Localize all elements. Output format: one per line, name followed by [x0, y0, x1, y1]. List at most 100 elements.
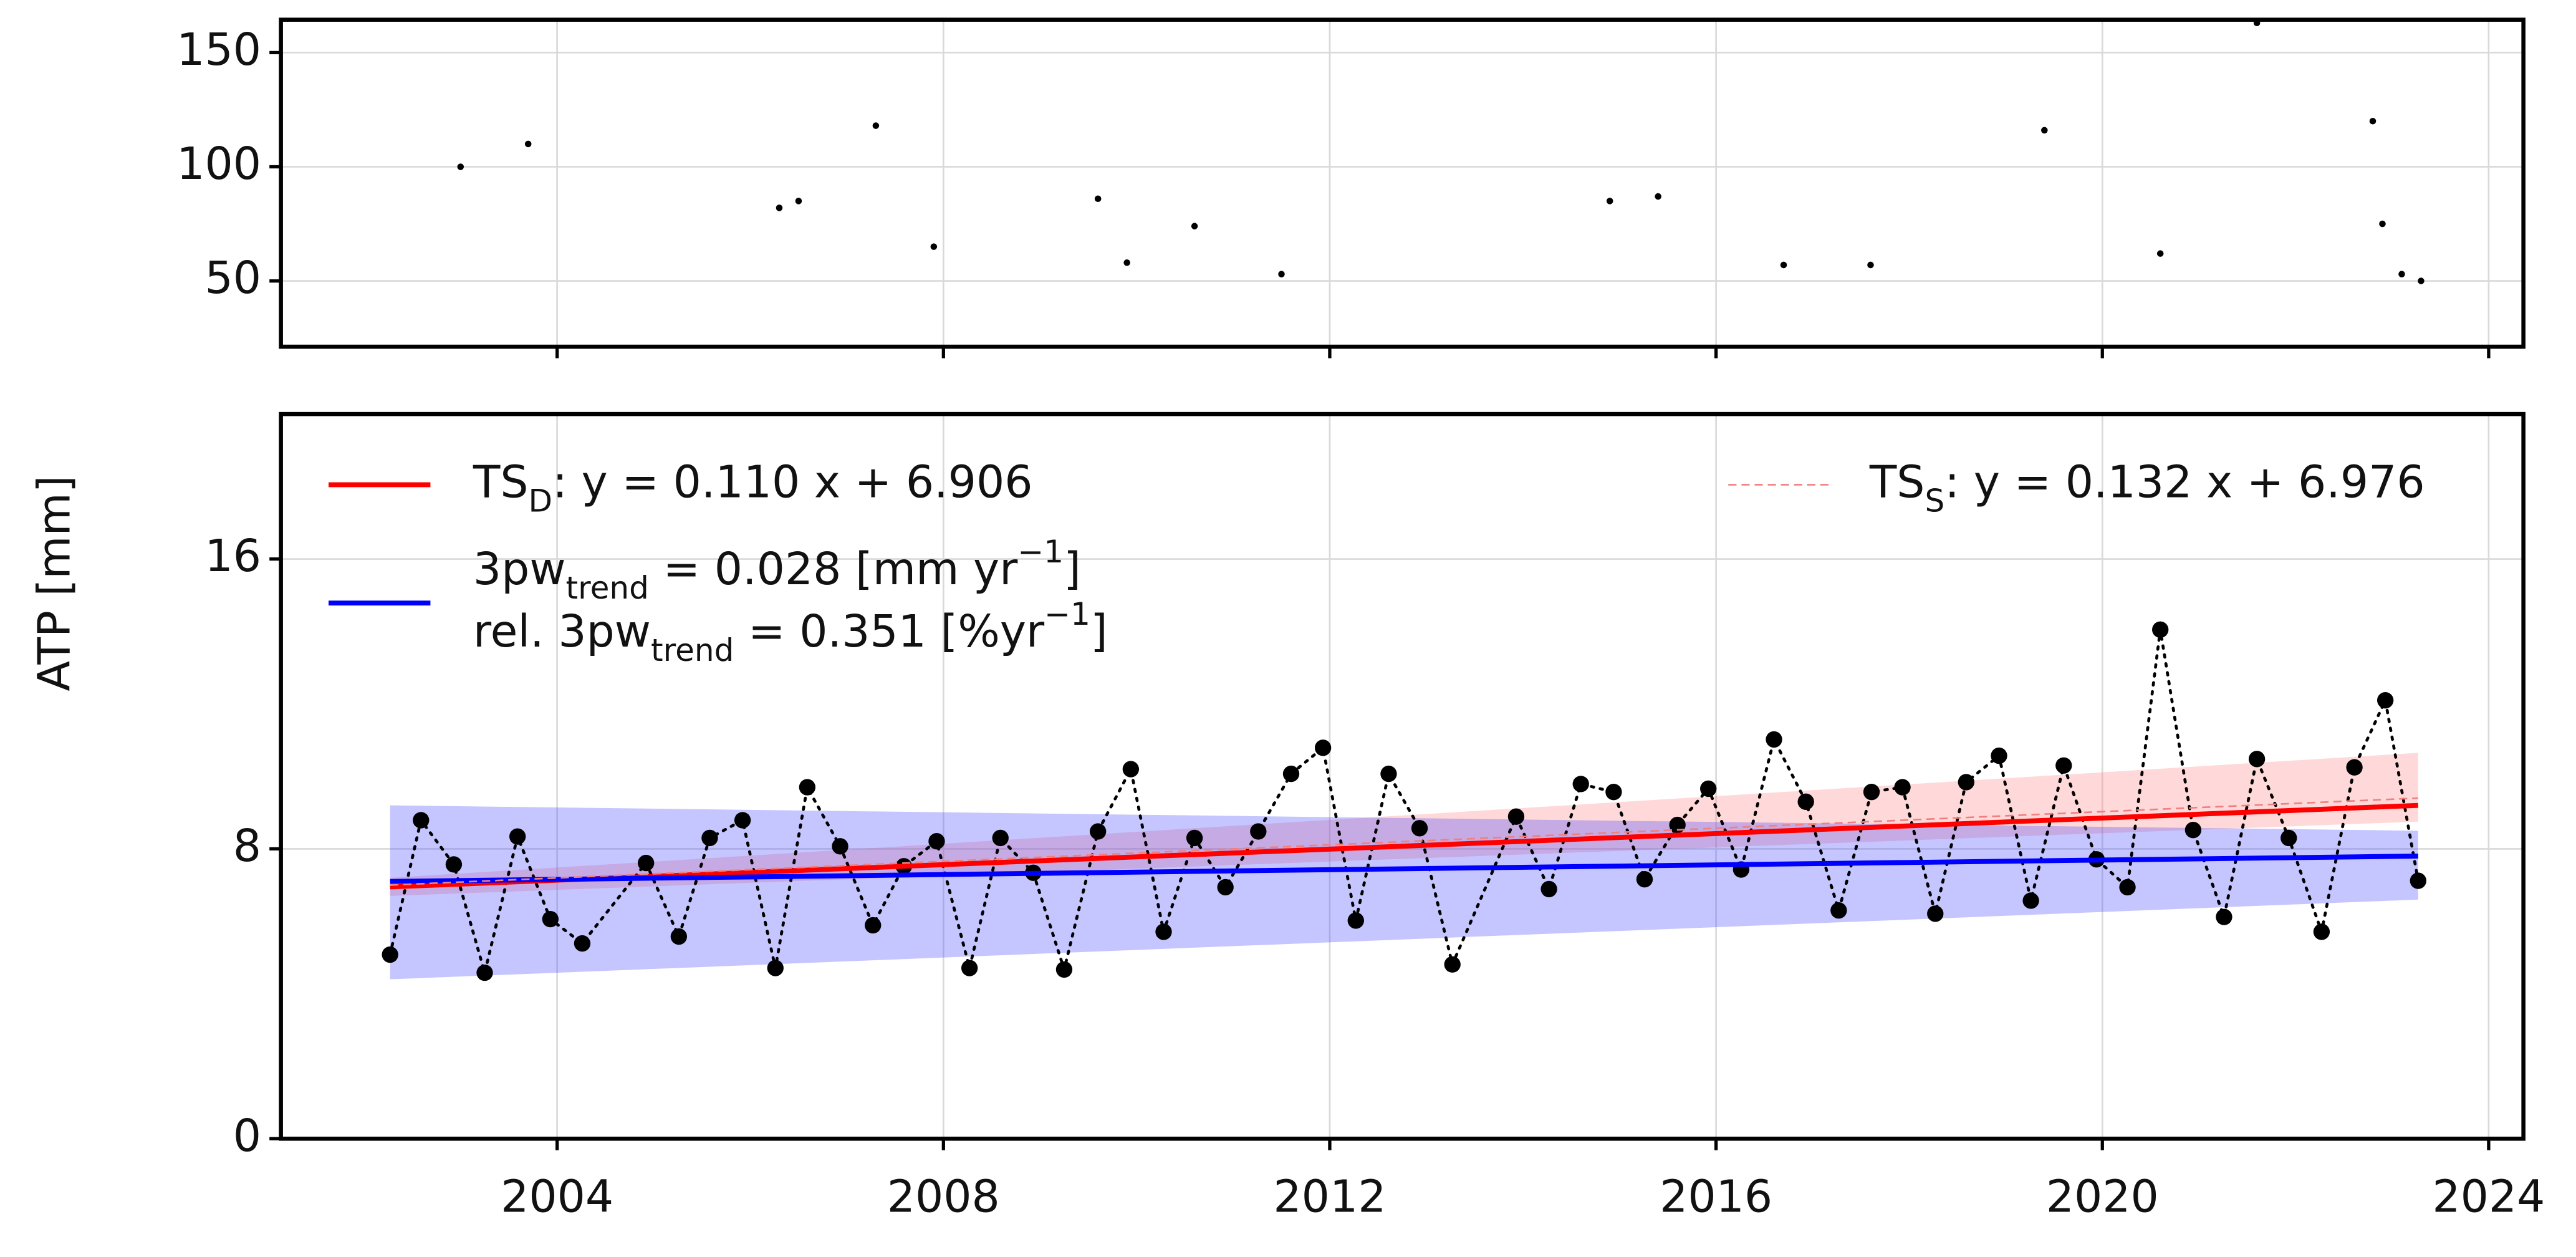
x-tick-label: 2024	[2432, 1170, 2545, 1222]
marker	[2280, 829, 2297, 847]
series-line	[390, 802, 2418, 890]
point	[1094, 195, 1102, 203]
marker	[832, 838, 848, 855]
y-tick-label: 150	[176, 24, 261, 75]
marker	[767, 960, 784, 976]
y-axis-label: ATP [mm]	[29, 475, 80, 691]
marker	[382, 946, 398, 963]
legend-text: = 0.028 [mm yr	[649, 543, 1018, 595]
legend-label: TSD: y = 0.110 x + 6.906	[473, 456, 1033, 519]
legend-text: : y = 0.110 x + 6.906	[552, 456, 1032, 508]
marker	[638, 854, 655, 872]
point	[524, 140, 532, 148]
y-tick-label: 8	[233, 820, 261, 872]
legend-text: = 0.351 [%yr	[734, 605, 1045, 657]
marker	[1605, 783, 1622, 801]
marker	[1958, 774, 1975, 791]
legend-label: TSS: y = 0.132 x + 6.976	[1869, 456, 2425, 519]
point	[457, 163, 464, 170]
legend-label: rel. 3pwtrend = 0.351 [%yr−1]	[473, 596, 1108, 668]
point	[872, 122, 880, 129]
marker	[1507, 808, 1525, 825]
marker	[574, 935, 591, 952]
y-tick-label: 16	[204, 530, 261, 582]
y-tick-label: 0	[233, 1110, 261, 1162]
point	[2156, 250, 2164, 257]
marker	[1444, 956, 1461, 973]
marker	[1830, 902, 1847, 919]
legend-text: 3pw	[473, 543, 566, 595]
marker	[1347, 912, 1364, 929]
series-line	[388, 629, 2420, 979]
axes-frame	[279, 412, 2526, 1141]
marker	[928, 833, 945, 850]
marker	[2346, 759, 2363, 776]
point	[2369, 117, 2377, 125]
legend-text: −1	[1044, 596, 1090, 632]
series-line	[390, 797, 2418, 886]
legend-text: TS	[473, 456, 529, 508]
x-tick-label: 2020	[2046, 1170, 2159, 1222]
point	[2398, 271, 2405, 277]
confidence-band	[390, 805, 2418, 980]
marker	[2152, 621, 2169, 638]
marker	[1700, 780, 1717, 797]
marker	[1186, 829, 1203, 847]
legend-text: −1	[1017, 534, 1064, 570]
marker	[2216, 908, 2232, 925]
legend-text: rel. 3pw	[473, 605, 651, 657]
marker	[1250, 823, 1267, 840]
point	[1780, 261, 1787, 269]
series-line	[390, 854, 2418, 884]
marker	[701, 829, 718, 847]
legend-text: : y = 0.132 x + 6.976	[1944, 456, 2425, 508]
marker	[799, 779, 816, 796]
marker	[1797, 793, 1814, 811]
point	[1606, 198, 1613, 205]
marker	[670, 928, 688, 945]
marker	[1540, 880, 1557, 898]
marker	[1155, 923, 1172, 940]
marker	[1572, 776, 1589, 792]
axes-frame	[279, 17, 2526, 349]
y-tick-label: 50	[204, 252, 261, 304]
point	[776, 205, 783, 211]
marker	[734, 812, 751, 829]
legend-text: trend	[651, 632, 734, 668]
marker	[2119, 879, 2136, 896]
point	[1278, 271, 1285, 277]
marker	[1863, 783, 1880, 801]
point	[1191, 223, 1198, 229]
marker	[992, 829, 1009, 847]
marker	[1089, 823, 1107, 840]
point	[930, 243, 938, 250]
marker	[2313, 923, 2330, 940]
x-tick-label: 2004	[501, 1170, 613, 1222]
marker	[476, 964, 493, 981]
marker	[1411, 820, 1428, 837]
point	[1655, 193, 1661, 200]
marker	[542, 910, 559, 928]
marker	[2410, 872, 2426, 889]
marker	[2184, 822, 2202, 839]
marker	[1927, 905, 1944, 922]
marker	[1055, 961, 1073, 978]
x-tick-label: 2008	[887, 1170, 1000, 1222]
y-tick-label: 100	[176, 138, 261, 190]
legend-text: ]	[1090, 605, 1108, 657]
legend-text: TS	[1869, 456, 1925, 508]
point	[2418, 277, 2425, 284]
marker	[1380, 765, 1397, 783]
marker	[509, 828, 526, 845]
marker	[2022, 892, 2039, 909]
marker	[2248, 751, 2266, 768]
marker	[865, 917, 882, 934]
marker	[961, 960, 978, 976]
confidence-band	[390, 753, 2418, 896]
legend-text: trend	[566, 570, 649, 606]
marker	[1766, 731, 1782, 748]
marker	[1894, 779, 1911, 796]
x-tick-label: 2016	[1660, 1170, 1772, 1222]
marker	[413, 812, 430, 829]
